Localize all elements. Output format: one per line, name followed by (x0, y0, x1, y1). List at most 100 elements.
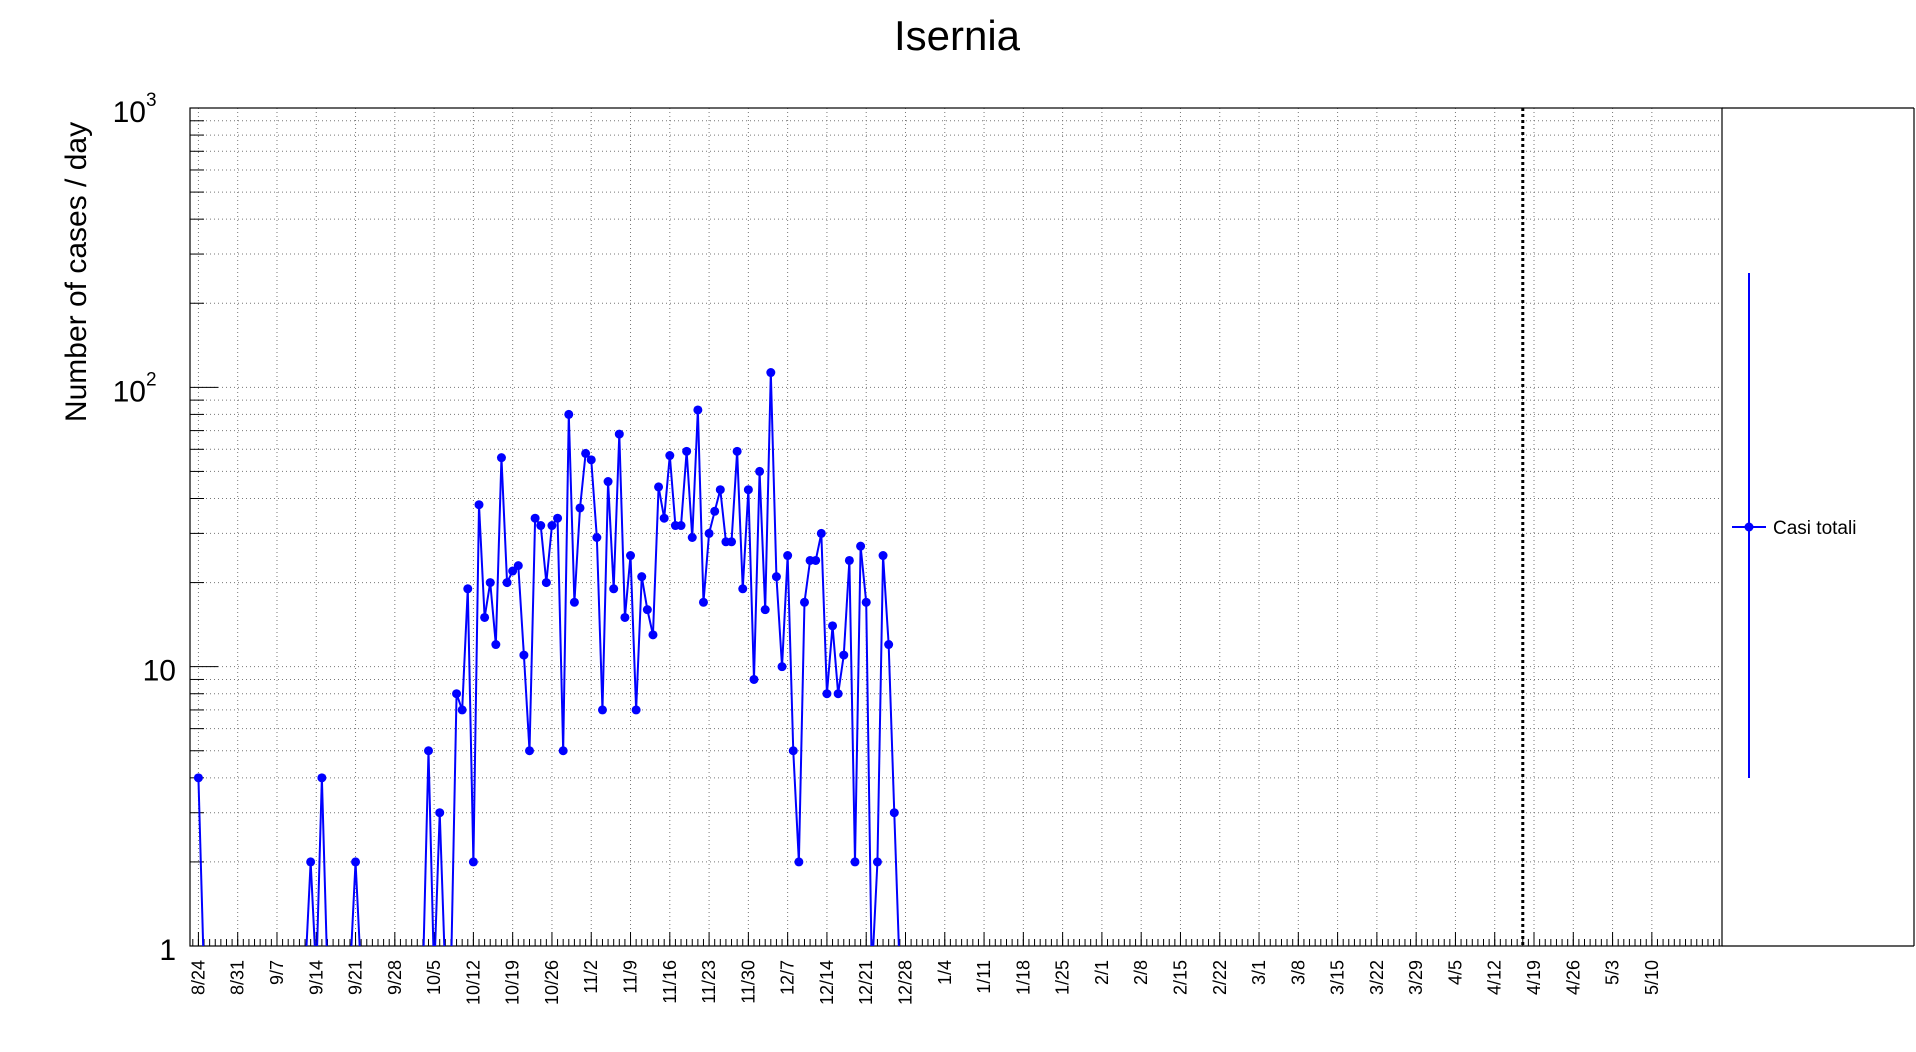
data-point (687, 533, 697, 543)
data-point (682, 446, 692, 456)
series-segment (567, 414, 576, 603)
data-point (609, 584, 619, 594)
x-tick-label: 12/7 (778, 960, 798, 995)
series-segment (466, 588, 475, 862)
series-segment (478, 504, 486, 618)
legend-marker (1744, 522, 1754, 532)
grid (190, 107, 1722, 947)
x-tick-label: 11/16 (660, 960, 680, 1004)
data-point (502, 578, 512, 588)
x-tick-label: 10/19 (503, 960, 523, 1005)
y-tick-label: 1 (159, 934, 176, 967)
series-segment (579, 453, 587, 509)
series-segment (775, 576, 784, 667)
data-point (856, 541, 866, 551)
series-segment (562, 414, 570, 751)
data-point (631, 705, 641, 715)
series-segment (876, 555, 885, 862)
x-tick-label: 5/3 (1603, 960, 1623, 985)
data-point (889, 808, 899, 818)
x-tick-label: 2/8 (1131, 960, 1151, 985)
data-point (480, 612, 490, 622)
data-point (581, 448, 591, 458)
series-segment (556, 518, 565, 751)
x-tick-labels: 8/24 8/31 9/7 9/14 9/21 9/28 10/5 10/12 10/19 10/… (188, 960, 1661, 1005)
series-segment (635, 576, 643, 710)
data-point (485, 578, 495, 588)
series-segment (781, 555, 789, 667)
y-tick-exponent: 3 (146, 90, 157, 111)
series-segment (316, 777, 323, 946)
data-point (861, 597, 871, 607)
data-point (850, 857, 860, 867)
series-segment (842, 560, 851, 656)
series-segment (309, 861, 316, 946)
series-segment (820, 533, 828, 694)
data-point (474, 500, 484, 510)
data-point (788, 746, 798, 756)
series-segment (893, 812, 900, 946)
series-segment (887, 644, 896, 813)
series-segment (702, 533, 711, 603)
data-point (884, 640, 894, 650)
series-segment (696, 409, 705, 603)
data-point (872, 857, 882, 867)
x-tick-label: 9/14 (306, 960, 326, 995)
x-tick-label: 12/28 (895, 960, 915, 1005)
series-segment (618, 434, 626, 618)
series-segment (350, 861, 357, 946)
data-point (525, 746, 535, 756)
series-segment (545, 525, 553, 583)
series-segment (730, 451, 739, 542)
x-tick-label: 10/12 (463, 960, 483, 1005)
x-tick-label: 4/12 (1485, 960, 1505, 995)
data-point (564, 409, 574, 419)
data-point (654, 482, 664, 492)
data-point (603, 477, 613, 487)
data-point (755, 466, 765, 476)
data-point (452, 689, 462, 699)
series-segment (792, 750, 800, 862)
series-segment (831, 625, 840, 694)
legend-label: Casi totali (1773, 518, 1856, 539)
data-point (536, 521, 546, 531)
x-tick-label: 1/18 (1013, 960, 1033, 995)
data-point (704, 528, 714, 538)
series-segment (691, 409, 699, 538)
data-point (597, 705, 607, 715)
data-point (592, 533, 602, 543)
series-segment (489, 582, 497, 645)
series-segment (651, 486, 660, 635)
data-point (743, 485, 753, 495)
series-segment (472, 504, 481, 862)
data-point (771, 572, 781, 582)
series-segment (764, 372, 772, 610)
x-tick-label: 1/25 (1053, 960, 1073, 995)
x-tick-label: 1/4 (935, 960, 955, 985)
series-segment (640, 576, 649, 610)
data-point (642, 605, 652, 615)
x-tick-label: 3/8 (1288, 960, 1308, 985)
series-segment (668, 455, 677, 526)
series-segment (438, 812, 446, 946)
series-segment (517, 565, 525, 656)
x-tick-label: 9/21 (346, 960, 366, 995)
series-segment (814, 533, 823, 561)
x-tick-label: 10/26 (542, 960, 562, 1005)
x-tick-label: 4/5 (1445, 960, 1465, 985)
data-point (508, 566, 518, 576)
y-tick-label: 10 (113, 375, 146, 408)
data-point (530, 513, 540, 523)
series-segment (450, 693, 458, 946)
data-point (513, 561, 523, 571)
series-segment (741, 489, 750, 589)
data-point (693, 405, 703, 415)
data-point (698, 597, 708, 607)
data-point (193, 773, 203, 783)
data-point (811, 555, 821, 565)
plot-frame (189, 107, 1723, 947)
data-point (569, 597, 579, 607)
